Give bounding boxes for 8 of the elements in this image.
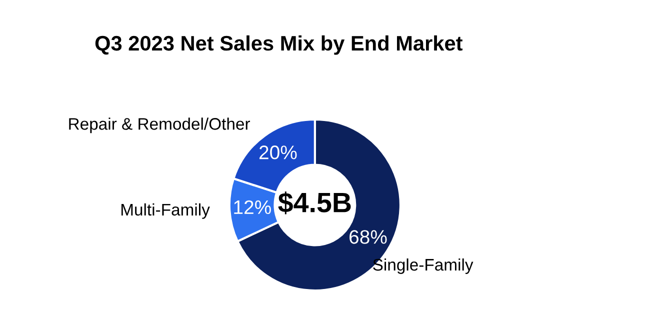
data-label: 20% [259,146,297,160]
data-label: 12% [234,200,271,214]
slice-label: Multi-Family [121,203,210,219]
chart-title: Q3 2023 Net Sales Mix by End Market [95,35,463,55]
slice-label: Single-Family [373,258,474,274]
slice-label: Repair & Remodel/Other [69,118,250,134]
data-label: 68% [350,230,387,244]
text: $4.5B [278,192,351,214]
